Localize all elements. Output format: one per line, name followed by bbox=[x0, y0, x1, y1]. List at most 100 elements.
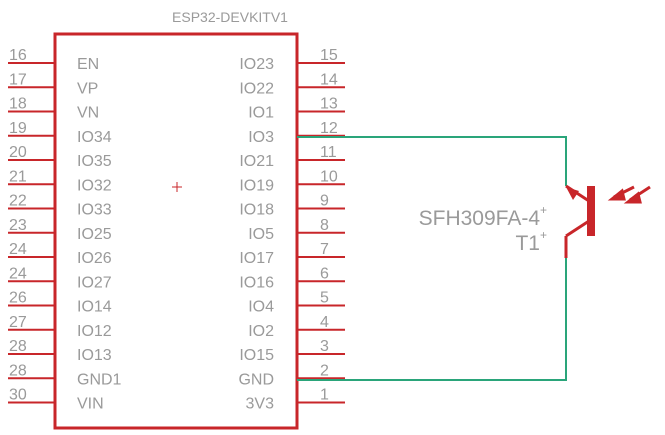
left-pin: 28 GND1 bbox=[8, 362, 122, 388]
phototransistor-symbol: SFH309FA-4 + T1 + bbox=[419, 184, 651, 258]
wire-gnd bbox=[297, 258, 567, 381]
left-pin: 23 IO25 bbox=[8, 217, 112, 243]
pin-number: 1 bbox=[320, 387, 329, 404]
pin-name: IO25 bbox=[77, 226, 112, 243]
emitter-arrow-icon bbox=[566, 187, 579, 200]
pin-name: 3V3 bbox=[246, 396, 275, 413]
left-pin: 21 IO32 bbox=[8, 168, 112, 194]
left-pin: 22 IO33 bbox=[8, 193, 112, 219]
left-pin: 17 VP bbox=[8, 71, 98, 97]
origin-cross-icon bbox=[172, 182, 182, 192]
pin-name: IO1 bbox=[248, 105, 274, 122]
left-pin: 24 IO26 bbox=[8, 241, 112, 267]
pin-number: 23 bbox=[9, 217, 27, 234]
pin-name: IO17 bbox=[239, 250, 274, 267]
pin-name: IO21 bbox=[239, 153, 274, 170]
pin-number: 17 bbox=[9, 71, 27, 88]
wire-io3 bbox=[297, 136, 567, 186]
pin-name: IO22 bbox=[239, 80, 274, 97]
left-pin: 19 IO34 bbox=[8, 120, 112, 146]
pin-name: VIN bbox=[77, 396, 104, 413]
right-pin: 3 IO15 bbox=[239, 338, 345, 364]
pin-number: 28 bbox=[9, 338, 27, 355]
right-pin-group: 15IO2314IO2213IO112IO311IO2110IO199IO188… bbox=[238, 47, 345, 413]
pin-number: 18 bbox=[9, 96, 27, 113]
pin-name: IO12 bbox=[77, 323, 112, 340]
left-pin: 24 IO27 bbox=[8, 265, 112, 291]
pin-name: IO3 bbox=[248, 129, 274, 146]
left-pin: 27 IO12 bbox=[8, 314, 112, 340]
pin-name: IO19 bbox=[239, 177, 274, 194]
right-pin: 15 IO23 bbox=[239, 47, 345, 73]
pin-number: 12 bbox=[320, 120, 338, 137]
pin-name: IO13 bbox=[77, 347, 112, 364]
right-pin: 12 IO3 bbox=[248, 120, 345, 146]
left-pin: 18 VN bbox=[8, 96, 99, 122]
pin-number: 21 bbox=[9, 168, 27, 185]
pin-name: GND1 bbox=[77, 371, 122, 388]
left-pin: 16 EN bbox=[8, 47, 99, 73]
left-pin: 30 VIN bbox=[8, 387, 104, 413]
pin-number: 19 bbox=[9, 120, 27, 137]
pin-name: IO33 bbox=[77, 202, 112, 219]
right-pin: 8 IO5 bbox=[248, 217, 345, 243]
left-pin: 28 IO13 bbox=[8, 338, 112, 364]
pin-number: 28 bbox=[9, 362, 27, 379]
pin-name: IO2 bbox=[248, 323, 274, 340]
left-pin: 26 IO14 bbox=[8, 290, 112, 316]
pin-name: EN bbox=[77, 56, 99, 73]
pin-number: 16 bbox=[9, 47, 27, 64]
pin-number: 9 bbox=[320, 193, 329, 210]
pin-number: 24 bbox=[9, 241, 27, 258]
pin-number: 2 bbox=[320, 362, 329, 379]
pin-name: IO18 bbox=[239, 202, 274, 219]
right-pin: 1 3V3 bbox=[246, 387, 345, 413]
pin-name: IO27 bbox=[77, 274, 112, 291]
pin-name: IO5 bbox=[248, 226, 274, 243]
pin-number: 15 bbox=[320, 47, 338, 64]
pin-name: IO16 bbox=[239, 274, 274, 291]
pin-number: 8 bbox=[320, 217, 329, 234]
name-origin-mark: + bbox=[540, 228, 547, 242]
pin-name: IO4 bbox=[248, 299, 274, 316]
pin-name: IO15 bbox=[239, 347, 274, 364]
pin-name: VP bbox=[77, 80, 98, 97]
module-title: ESP32-DEVKITV1 bbox=[172, 9, 288, 25]
emitter-lead bbox=[565, 219, 590, 238]
pin-name: IO26 bbox=[77, 250, 112, 267]
pin-number: 11 bbox=[320, 144, 337, 161]
pin-name: IO32 bbox=[77, 177, 112, 194]
left-pin-group: 16 EN 17 VP 18 VN 19 IO34 20 IO35 21 IO32 22 IO33 23 IO… bbox=[8, 47, 122, 413]
pin-number: 4 bbox=[320, 314, 329, 331]
pin-name: VN bbox=[77, 105, 99, 122]
right-pin: 6 IO16 bbox=[239, 265, 345, 291]
pin-name: GND bbox=[238, 371, 274, 388]
right-pin: 7 IO17 bbox=[239, 241, 345, 267]
right-pin: 10 IO19 bbox=[239, 168, 345, 194]
pin-number: 20 bbox=[9, 144, 27, 161]
value-origin-mark: + bbox=[540, 203, 547, 217]
pin-number: 22 bbox=[9, 193, 27, 210]
pin-number: 10 bbox=[320, 168, 338, 185]
pin-name: IO14 bbox=[77, 299, 112, 316]
pin-number: 7 bbox=[320, 241, 329, 258]
pin-number: 24 bbox=[9, 265, 27, 282]
light-arrows-icon bbox=[607, 185, 651, 204]
right-pin: 2 GND bbox=[238, 362, 345, 388]
pin-number: 26 bbox=[9, 290, 27, 307]
right-pin: 11 IO21 bbox=[239, 144, 345, 170]
right-pin: 9 IO18 bbox=[239, 193, 345, 219]
right-pin: 4 IO2 bbox=[248, 314, 345, 340]
left-pin: 20 IO35 bbox=[8, 144, 112, 170]
pin-number: 30 bbox=[9, 387, 27, 404]
right-pin: 5 IO4 bbox=[248, 290, 345, 316]
right-pin: 13 IO1 bbox=[248, 96, 345, 122]
pin-name: IO23 bbox=[239, 56, 274, 73]
pin-number: 3 bbox=[320, 338, 329, 355]
phototransistor-value: SFH309FA-4 bbox=[419, 207, 541, 230]
right-pin: 14 IO22 bbox=[239, 71, 345, 97]
pin-number: 14 bbox=[320, 71, 338, 88]
pin-number: 27 bbox=[9, 314, 27, 331]
phototransistor-name: T1 bbox=[515, 232, 540, 255]
